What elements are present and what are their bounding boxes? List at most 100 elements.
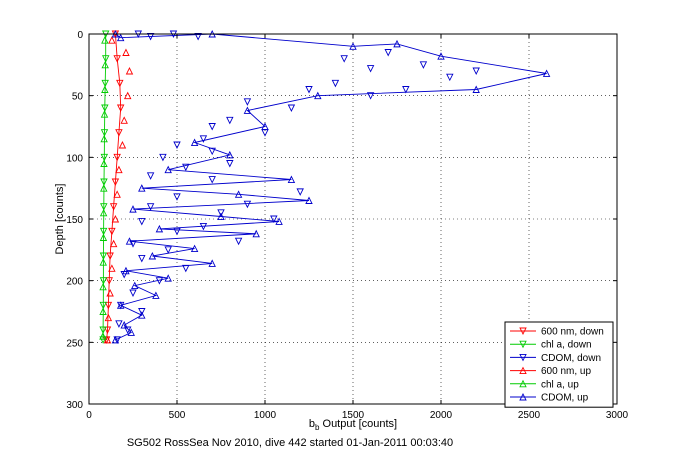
y-axis-label: Depth [counts] [54, 184, 66, 255]
data-point [384, 49, 392, 57]
data-point [243, 98, 252, 106]
series-4 [99, 36, 109, 340]
data-point [146, 172, 155, 180]
data-point [106, 288, 114, 297]
data-point [138, 311, 146, 319]
data-point [243, 200, 252, 209]
data-point [314, 91, 322, 100]
data-point [116, 79, 124, 88]
data-point [148, 251, 157, 260]
data-point [472, 85, 480, 93]
y-tick-label: 50 [72, 92, 84, 103]
data-point [120, 116, 128, 124]
data-point [217, 212, 225, 220]
y-tick-label: 200 [66, 277, 83, 288]
data-point [120, 321, 128, 329]
data-point [100, 110, 109, 118]
x-tick-label: 2500 [518, 410, 541, 421]
data-point [101, 85, 109, 93]
data-point [100, 134, 108, 143]
data-point [113, 190, 121, 198]
data-point [101, 36, 109, 44]
data-point [108, 36, 116, 44]
data-point [437, 52, 445, 60]
data-point [99, 301, 107, 310]
legend-marker [519, 327, 527, 336]
data-point [305, 86, 313, 94]
data-point [125, 237, 134, 245]
x-tick-label: 500 [169, 410, 186, 421]
data-point [138, 218, 146, 226]
data-point [104, 301, 113, 310]
data-point [275, 217, 283, 225]
data-point [226, 150, 234, 159]
figure-caption: SG502 RossSea Nov 2010, dive 442 started… [127, 437, 453, 449]
data-point [103, 335, 112, 344]
legend-entry: 600 nm, up [510, 366, 591, 377]
legend-marker [519, 366, 527, 375]
data-point [115, 129, 123, 137]
data-point [217, 209, 225, 217]
legend-label: 600 nm, down [541, 327, 604, 338]
data-point [101, 60, 109, 69]
legend-marker [519, 340, 527, 349]
data-point [208, 123, 216, 131]
data-point [129, 205, 137, 213]
y-tick-label: 250 [66, 338, 83, 349]
data-point [252, 229, 260, 238]
data-point [99, 307, 107, 315]
legend-label: CDOM, down [541, 353, 601, 364]
legend-entry: CDOM, up [510, 393, 589, 404]
data-point [99, 332, 107, 340]
data-point [331, 79, 340, 88]
data-point [261, 122, 269, 130]
data-point [340, 55, 348, 63]
data-point [234, 237, 243, 246]
data-point [287, 104, 296, 113]
data-point [123, 91, 132, 100]
data-point [402, 86, 410, 94]
series-line [106, 33, 122, 340]
data-point [100, 203, 108, 211]
data-point [164, 274, 172, 282]
data-point [99, 282, 107, 291]
x-tick-label: 0 [86, 410, 92, 421]
legend-label: chl a, up [541, 379, 579, 390]
data-point [542, 69, 551, 77]
data-point [243, 106, 252, 114]
data-point [138, 308, 146, 316]
legend-marker [519, 392, 527, 401]
x-tick-label: 3000 [606, 410, 629, 421]
data-point [100, 153, 109, 162]
data-point [111, 214, 120, 223]
data-point [122, 266, 130, 275]
data-point [190, 244, 199, 253]
data-point [99, 252, 108, 261]
data-point [101, 79, 109, 88]
data-point [122, 48, 130, 56]
data-point [164, 165, 172, 174]
data-point [111, 178, 120, 187]
legend-entry: chl a, down [510, 340, 592, 351]
data-point [113, 55, 121, 63]
x-axis-label: bb Output [counts] [309, 418, 397, 432]
data-point [127, 328, 135, 336]
data-point [138, 184, 146, 192]
y-tick-label: 0 [77, 30, 83, 41]
y-tick-label: 300 [66, 400, 83, 411]
data-point [108, 227, 116, 236]
data-point [472, 67, 480, 76]
legend-label: 600 nm, up [541, 366, 591, 377]
data-point [99, 277, 108, 285]
data-point [208, 147, 216, 156]
data-point [152, 291, 160, 299]
data-point [99, 326, 107, 335]
data-point [419, 61, 428, 69]
legend-entry: CDOM, down [510, 353, 601, 364]
data-point [199, 135, 208, 143]
legend-entry: 600 nm, down [510, 327, 604, 338]
data-point [100, 178, 108, 187]
series-3 [103, 36, 134, 344]
data-point [155, 224, 164, 233]
